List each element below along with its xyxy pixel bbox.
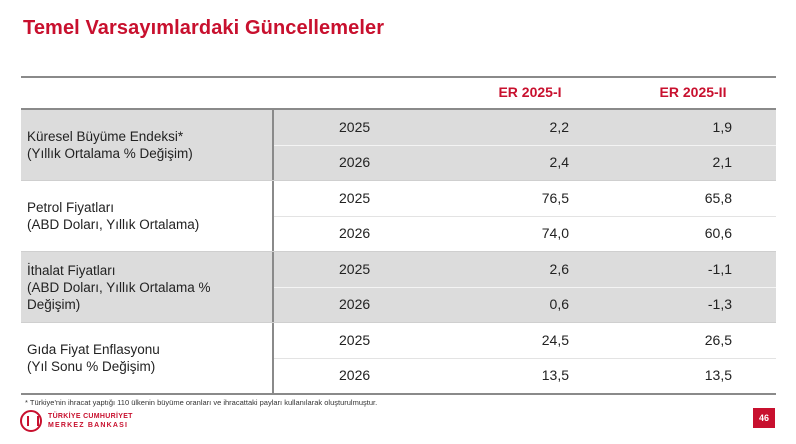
row-label: İthalat Fiyatları (ABD Doları, Yıllık Or… [27, 262, 267, 313]
row-label: Küresel Büyüme Endeksi* (Yıllık Ortalama… [27, 128, 267, 162]
table-row: 2025 24,5 26,5 [274, 323, 776, 359]
value-cell-er-i: 24,5 [541, 332, 569, 348]
table-row: 2026 2,4 2,1 [274, 145, 776, 180]
table-bottom-rule [21, 393, 776, 395]
value-cell-er-i: 13,5 [541, 367, 569, 383]
year-cell: 2025 [339, 119, 371, 135]
value-cell-er-i: 2,6 [549, 261, 569, 277]
year-cell: 2026 [339, 296, 371, 312]
value-cell-er-ii: 65,8 [704, 190, 732, 206]
table-row: 2025 76,5 65,8 [274, 181, 776, 217]
value-cell-er-i: 76,5 [541, 190, 569, 206]
year-cell: 2025 [339, 190, 371, 206]
value-cell-er-i: 74,0 [541, 225, 569, 241]
footnote: * Türkiye'nin ihracat yaptığı 110 ülkeni… [25, 398, 378, 407]
row-label-line2: (Yıl Sonu % Değişim) [27, 359, 156, 374]
cbrt-logo: TÜRKİYE CUMHURİYET MERKEZ BANKASI [20, 410, 133, 432]
table-row: 2026 0,6 -1,3 [274, 287, 776, 322]
table-group-import-prices: İthalat Fiyatları (ABD Doları, Yıllık Or… [21, 252, 776, 323]
table-group-global-growth: Küresel Büyüme Endeksi* (Yıllık Ortalama… [21, 110, 776, 181]
table-row: 2026 74,0 60,6 [274, 216, 776, 251]
row-label-line1: Gıda Fiyat Enflasyonu [27, 342, 160, 357]
bank-emblem-icon [20, 410, 42, 432]
value-cell-er-ii: 26,5 [704, 332, 732, 348]
divider [272, 110, 274, 180]
logo-line2: MERKEZ BANKASI [48, 422, 129, 429]
year-cell: 2026 [339, 154, 371, 170]
value-cell-er-ii: 1,9 [712, 119, 732, 135]
table-group-food-inflation: Gıda Fiyat Enflasyonu (Yıl Sonu % Değişi… [21, 323, 776, 393]
row-label-line2: (Yıllık Ortalama % Değişim) [27, 146, 193, 161]
year-cell: 2025 [339, 261, 371, 277]
year-cell: 2026 [339, 225, 371, 241]
year-cell: 2025 [339, 332, 371, 348]
divider [272, 252, 274, 322]
row-label-line2: (ABD Doları, Yıllık Ortalama % [27, 280, 211, 295]
row-label: Petrol Fiyatları (ABD Doları, Yıllık Ort… [27, 199, 267, 233]
value-cell-er-ii: 13,5 [704, 367, 732, 383]
column-header-er-2025-i: ER 2025-I [498, 84, 562, 100]
page-number: 46 [753, 408, 775, 428]
value-cell-er-i: 2,2 [549, 119, 569, 135]
row-label-line1: Petrol Fiyatları [27, 200, 115, 215]
row-label-line2: (ABD Doları, Yıllık Ortalama) [27, 217, 200, 232]
year-cell: 2026 [339, 367, 371, 383]
value-cell-er-ii: -1,3 [707, 296, 732, 312]
assumptions-table: ER 2025-I ER 2025-II Küresel Büyüme Ende… [21, 76, 776, 395]
column-header-er-2025-ii: ER 2025-II [659, 84, 727, 100]
divider [272, 323, 274, 393]
table-row: 2026 13,5 13,5 [274, 358, 776, 393]
table-group-oil-prices: Petrol Fiyatları (ABD Doları, Yıllık Ort… [21, 181, 776, 252]
row-label-line1: Küresel Büyüme Endeksi* [27, 129, 184, 144]
value-cell-er-ii: 2,1 [712, 154, 732, 170]
logo-text: TÜRKİYE CUMHURİYET MERKEZ BANKASI [48, 412, 133, 430]
row-label-line1: İthalat Fiyatları [27, 263, 116, 278]
value-cell-er-i: 2,4 [549, 154, 569, 170]
value-cell-er-ii: -1,1 [707, 261, 732, 277]
divider [272, 181, 274, 251]
page-title: Temel Varsayımlardaki Güncellemeler [23, 17, 385, 39]
logo-line1: TÜRKİYE CUMHURİYET [48, 413, 133, 420]
value-cell-er-i: 0,6 [549, 296, 569, 312]
row-label-line3: Değişim) [27, 297, 81, 312]
row-label: Gıda Fiyat Enflasyonu (Yıl Sonu % Değişi… [27, 341, 267, 375]
table-header: ER 2025-I ER 2025-II [21, 76, 776, 110]
table-row: 2025 2,2 1,9 [274, 110, 776, 146]
value-cell-er-ii: 60,6 [704, 225, 732, 241]
table-row: 2025 2,6 -1,1 [274, 252, 776, 288]
